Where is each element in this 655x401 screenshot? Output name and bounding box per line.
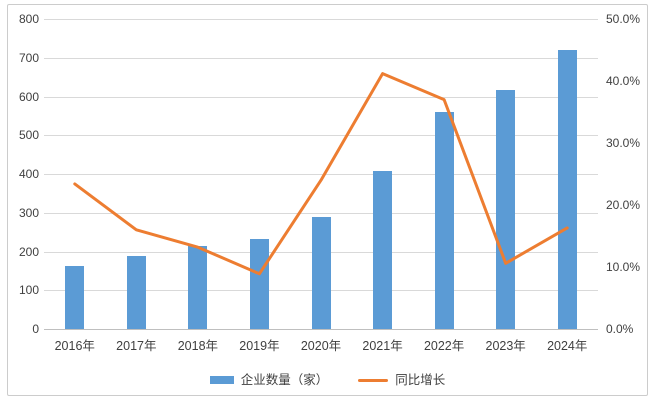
bar-2022年: [434, 112, 454, 329]
plot-area: [44, 19, 598, 330]
left-axis-tick: 600: [18, 89, 39, 104]
legend-item-enterprise-count: 企业数量（家）: [209, 372, 329, 388]
bar-2023年: [496, 89, 516, 329]
x-axis-tick: 2019年: [239, 339, 280, 353]
bar-2016年: [65, 265, 85, 329]
right-axis-tick: 30.0%: [606, 136, 641, 150]
chart-frame: 0 100 200 300 400 500 600 700 800 0.0% 10.0% 20.0%…: [7, 4, 648, 396]
legend-label-enterprise-count: 企业数量（家）: [240, 373, 329, 387]
right-axis-tick: 40.0%: [606, 74, 641, 88]
x-axis-tick: 2016年: [54, 339, 95, 353]
x-axis-tick: 2021年: [362, 339, 403, 353]
x-axis-tick: 2022年: [423, 339, 465, 353]
legend-label-yoy-growth: 同比增长: [395, 373, 446, 387]
right-axis-tick: 20.0%: [606, 198, 641, 212]
bar-2020年: [311, 217, 331, 329]
left-axis-tick: 100: [18, 283, 39, 298]
x-axis-tick: 2020年: [300, 339, 342, 353]
line-series-swatch-icon: [358, 378, 389, 382]
gridline: [44, 57, 598, 59]
x-axis-tick: 2023年: [485, 339, 526, 353]
legend-item-yoy-growth: 同比增长: [358, 372, 445, 388]
bar-2017年: [126, 255, 146, 329]
legend: 企业数量（家） 同比增长: [8, 370, 647, 390]
yoy-growth-line: [73, 72, 569, 276]
left-axis-tick: 700: [18, 50, 39, 65]
x-axis-tick: 2018年: [177, 339, 219, 353]
left-axis-tick: 800: [18, 12, 39, 26]
x-axis-tick: 2024年: [547, 339, 588, 353]
left-axis-tick: 500: [18, 128, 39, 143]
left-axis-tick: 0: [32, 322, 39, 336]
right-axis-tick: 10.0%: [606, 260, 641, 274]
right-axis-tick: 0.0%: [606, 322, 634, 336]
x-axis-tick: 2017年: [116, 339, 157, 353]
bar-2021年: [373, 170, 393, 329]
bar-2018年: [188, 246, 208, 329]
bar-2019年: [249, 238, 269, 329]
x-axis-line: [44, 329, 598, 330]
left-axis-tick: 400: [18, 167, 39, 181]
bar-2024年: [557, 50, 577, 329]
gridline: [44, 19, 598, 20]
bar-series-swatch-icon: [209, 376, 234, 384]
left-axis-tick: 300: [18, 205, 39, 220]
gridline: [44, 135, 598, 137]
gridline: [44, 212, 598, 214]
left-axis-tick: 200: [18, 244, 39, 259]
right-axis-tick: 50.0%: [606, 12, 641, 26]
gridline: [44, 96, 598, 98]
gridline: [44, 174, 598, 175]
